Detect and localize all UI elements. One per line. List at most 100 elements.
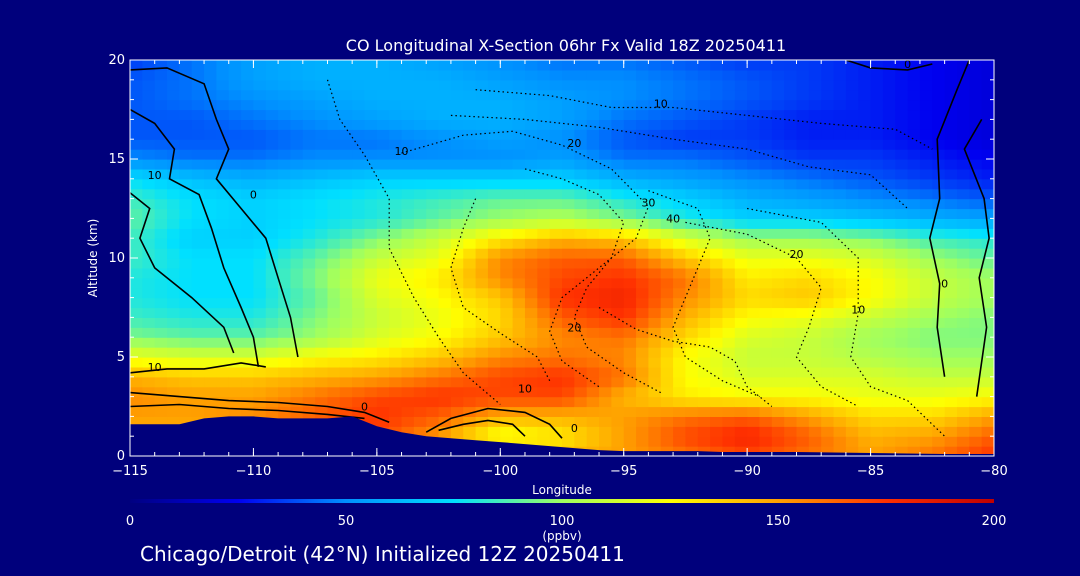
heat-cell	[734, 267, 748, 279]
heat-cell	[981, 426, 994, 437]
terrain-mask	[130, 416, 994, 456]
heat-cell	[944, 366, 958, 378]
heat-cell	[426, 396, 440, 408]
heat-cell	[796, 267, 810, 279]
heat-cell	[339, 347, 353, 358]
heat-cell	[413, 287, 427, 299]
heat-cell	[142, 406, 156, 417]
heat-cell	[956, 416, 970, 427]
heat-cell	[450, 337, 464, 348]
heat-cell	[167, 366, 180, 378]
contour-line-dotted	[450, 198, 551, 382]
heat-cell	[290, 99, 304, 111]
heat-cell	[623, 267, 637, 279]
heat-cell	[253, 159, 267, 170]
heat-cell	[759, 416, 773, 427]
heat-cell	[475, 159, 489, 170]
heat-cell	[722, 376, 736, 388]
heat-cell	[981, 89, 994, 101]
heat-cell	[278, 188, 292, 200]
heat-cell	[673, 109, 687, 120]
heat-cell	[858, 218, 872, 229]
heat-cell	[747, 149, 761, 160]
heat-cell	[278, 119, 292, 130]
heat-cell	[327, 168, 341, 180]
contour-line-solid	[928, 60, 971, 377]
heat-cell	[771, 357, 785, 368]
heat-cell	[660, 396, 674, 408]
heat-cell	[228, 109, 242, 120]
heat-cell	[784, 188, 798, 200]
heat-cell	[389, 198, 403, 210]
heat-cell	[685, 218, 699, 229]
heat-cell	[870, 119, 884, 130]
heat-cell	[882, 208, 896, 219]
x-axis-label: Longitude	[532, 483, 592, 497]
heat-cell	[450, 228, 464, 239]
heat-cell	[919, 178, 933, 190]
heat-cell	[302, 386, 316, 398]
heat-cell	[747, 357, 761, 368]
heat-cell	[944, 238, 958, 249]
heat-cell	[586, 347, 600, 358]
heat-cell	[981, 366, 994, 378]
heat-cell	[179, 60, 193, 71]
heat-cell	[204, 386, 217, 398]
heat-cell	[697, 396, 711, 408]
heat-cell	[327, 238, 341, 249]
heat-cell	[500, 159, 514, 170]
heat-cell	[636, 376, 649, 388]
heat-cell	[710, 99, 724, 111]
heat-cell	[315, 327, 329, 338]
heat-cell	[932, 267, 946, 279]
heat-cell	[278, 267, 292, 279]
heat-cell	[130, 376, 143, 388]
heat-cell	[278, 129, 292, 140]
heat-cell	[524, 139, 538, 150]
heat-cell	[278, 277, 292, 289]
heat-cell	[821, 178, 835, 190]
heat-cell	[697, 238, 711, 249]
heat-cell	[265, 258, 279, 269]
heat-cell	[673, 238, 687, 249]
heat-cell	[278, 238, 292, 249]
heat-cell	[463, 327, 477, 338]
heat-cell	[870, 287, 884, 299]
heat-cell	[327, 258, 341, 269]
heat-cell	[327, 396, 341, 408]
heat-cell	[722, 436, 736, 447]
heat-cell	[858, 277, 872, 289]
heat-cell	[858, 436, 872, 447]
heat-cell	[648, 168, 662, 180]
heat-cell	[882, 277, 896, 289]
heat-cell	[697, 69, 711, 81]
heat-cell	[734, 178, 748, 190]
heat-cell	[179, 248, 193, 259]
heat-cell	[697, 188, 711, 200]
heat-cell	[216, 218, 230, 229]
heat-cell	[697, 317, 711, 328]
heat-cell	[969, 297, 983, 309]
heat-cell	[722, 178, 736, 190]
heat-cell	[648, 149, 662, 160]
heat-cell	[969, 347, 983, 358]
heat-cell	[944, 446, 958, 456]
heat-cell	[796, 139, 810, 150]
heat-cell	[858, 287, 872, 299]
heat-cell	[389, 60, 403, 71]
heat-cell	[660, 258, 674, 269]
heat-cell	[697, 60, 711, 71]
heat-cell	[796, 297, 810, 309]
heat-cell	[339, 139, 353, 150]
heat-cell	[944, 208, 958, 219]
heat-cell	[463, 119, 477, 130]
heat-cell	[216, 168, 230, 180]
heat-cell	[586, 60, 600, 71]
heat-cell	[907, 178, 921, 190]
heat-cell	[438, 228, 452, 239]
heat-cell	[648, 109, 662, 120]
heat-cell	[524, 89, 538, 101]
heat-cell	[599, 119, 612, 130]
heat-cell	[697, 337, 711, 348]
heat-cell	[981, 337, 994, 348]
